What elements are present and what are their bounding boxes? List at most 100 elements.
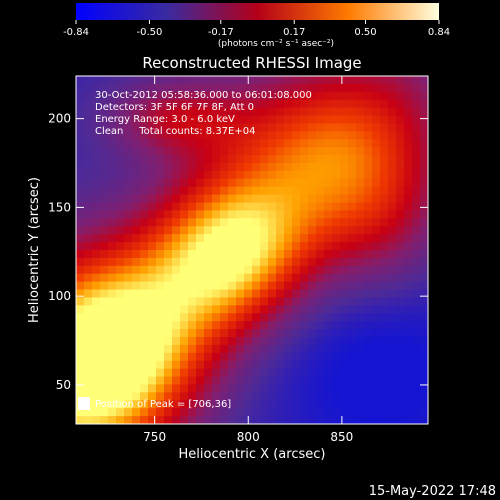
heatmap-cell [324,305,333,314]
heatmap-cell [212,345,221,354]
heatmap-cell [308,297,317,306]
heatmap-cell [172,203,181,212]
heatmap-cell [356,76,365,85]
heatmap-cell [300,408,309,417]
heatmap-cell [332,84,341,93]
y-tick-label: 150 [48,200,71,214]
heatmap-cell [308,313,317,322]
heatmap-cell [140,290,149,299]
heatmap-cell [92,234,101,243]
heatmap-cell [252,203,261,212]
heatmap-cell [100,171,109,180]
heatmap-cell [404,329,413,338]
heatmap-cell [332,187,341,196]
heatmap-cell [180,369,189,378]
heatmap-cell [356,100,365,109]
heatmap-cell [316,282,325,291]
heatmap-cell [420,400,429,409]
heatmap-cell [364,282,373,291]
heatmap-cell [196,218,205,227]
heatmap-cell [188,274,197,283]
heatmap-cell [420,282,429,291]
heatmap-cell [84,226,93,235]
heatmap-cell [164,384,173,393]
heatmap-cell [236,163,245,172]
heatmap-cell [340,100,349,109]
heatmap-cell [388,203,397,212]
heatmap-cell [76,171,85,180]
heatmap-cell [172,147,181,156]
heatmap-cell [124,226,133,235]
heatmap-cell [356,258,365,267]
heatmap-cell [260,163,269,172]
heatmap-cell [340,274,349,283]
heatmap-cell [340,377,349,386]
heatmap-cell [76,353,85,362]
heatmap-cell [108,369,117,378]
heatmap-cell [132,187,141,196]
heatmap-cell [164,345,173,354]
heatmap-cell [388,361,397,370]
heatmap-cell [196,147,205,156]
heatmap-cell [92,163,101,172]
heatmap-cell [308,234,317,243]
heatmap-cell [308,210,317,219]
heatmap-cell [308,305,317,314]
heatmap-cell [172,163,181,172]
heatmap-cell [308,282,317,291]
heatmap-cell [388,179,397,188]
heatmap-cell [228,266,237,275]
heatmap-cell [132,297,141,306]
heatmap-cell [268,408,277,417]
heatmap-cell [412,258,421,267]
heatmap-cell [164,139,173,148]
heatmap-cell [204,329,213,338]
heatmap-cell [172,155,181,164]
heatmap-cell [148,179,157,188]
heatmap-cell [140,369,149,378]
heatmap-cell [228,195,237,204]
heatmap-cell [324,313,333,322]
heatmap-cell [332,123,341,132]
heatmap-cell [380,108,389,117]
heatmap-cell [396,400,405,409]
heatmap-cell [356,179,365,188]
heatmap-cell [372,369,381,378]
heatmap-cell [364,321,373,330]
heatmap-cell [92,250,101,259]
heatmap-cell [324,131,333,140]
heatmap-cell [412,131,421,140]
heatmap-cell [236,329,245,338]
heatmap-cell [100,195,109,204]
heatmap-cell [268,266,277,275]
heatmap-cell [244,274,253,283]
heatmap-cell [340,353,349,362]
heatmap-cell [244,305,253,314]
heatmap-cell [76,155,85,164]
heatmap-cell [420,234,429,243]
heatmap-cell [100,139,109,148]
heatmap-cell [76,218,85,227]
heatmap-cell [308,147,317,156]
heatmap-cell [284,131,293,140]
heatmap-cell [116,258,125,267]
heatmap-cell [76,321,85,330]
heatmap-cell [132,305,141,314]
heatmap-cell [380,353,389,362]
heatmap-cell [76,345,85,354]
colorbar-tick-label: -0.17 [208,27,234,38]
heatmap-cell [100,226,109,235]
heatmap-cell [292,242,301,251]
heatmap-cell [124,147,133,156]
heatmap-cell [180,171,189,180]
heatmap-cell [308,131,317,140]
heatmap-cell [156,210,165,219]
heatmap-cell [252,76,261,85]
heatmap-cell [260,203,269,212]
heatmap-cell [260,139,269,148]
heatmap-cell [316,108,325,117]
heatmap-cell [308,384,317,393]
heatmap-cell [396,171,405,180]
heatmap-cell [84,203,93,212]
heatmap-cell [116,163,125,172]
